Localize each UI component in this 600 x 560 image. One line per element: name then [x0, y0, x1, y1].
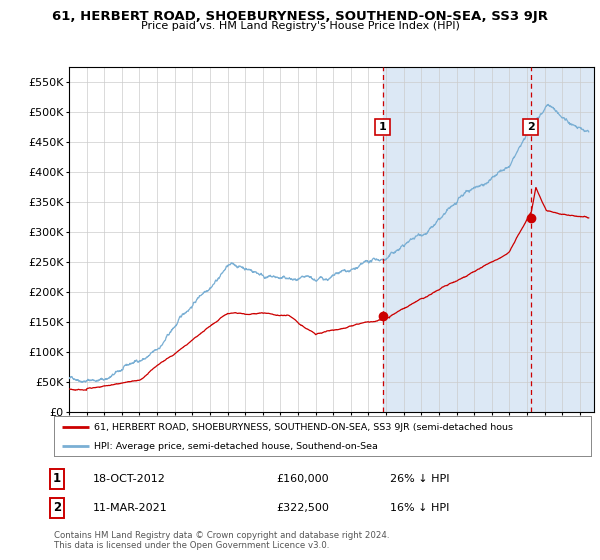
Text: £322,500: £322,500: [276, 503, 329, 513]
Text: 26% ↓ HPI: 26% ↓ HPI: [390, 474, 449, 484]
Text: HPI: Average price, semi-detached house, Southend-on-Sea: HPI: Average price, semi-detached house,…: [94, 442, 378, 451]
Text: 2: 2: [527, 122, 535, 132]
Text: £160,000: £160,000: [276, 474, 329, 484]
Text: This data is licensed under the Open Government Licence v3.0.: This data is licensed under the Open Gov…: [54, 541, 329, 550]
Text: 61, HERBERT ROAD, SHOEBURYNESS, SOUTHEND-ON-SEA, SS3 9JR (semi-detached hous: 61, HERBERT ROAD, SHOEBURYNESS, SOUTHEND…: [94, 423, 513, 432]
Text: 18-OCT-2012: 18-OCT-2012: [93, 474, 166, 484]
Text: 61, HERBERT ROAD, SHOEBURYNESS, SOUTHEND-ON-SEA, SS3 9JR: 61, HERBERT ROAD, SHOEBURYNESS, SOUTHEND…: [52, 10, 548, 23]
Text: 2: 2: [53, 501, 61, 515]
Text: 16% ↓ HPI: 16% ↓ HPI: [390, 503, 449, 513]
Text: Price paid vs. HM Land Registry's House Price Index (HPI): Price paid vs. HM Land Registry's House …: [140, 21, 460, 31]
Text: 1: 1: [379, 122, 386, 132]
Text: Contains HM Land Registry data © Crown copyright and database right 2024.: Contains HM Land Registry data © Crown c…: [54, 531, 389, 540]
Bar: [383, 67, 594, 412]
Text: 1: 1: [53, 472, 61, 486]
Text: 11-MAR-2021: 11-MAR-2021: [93, 503, 168, 513]
